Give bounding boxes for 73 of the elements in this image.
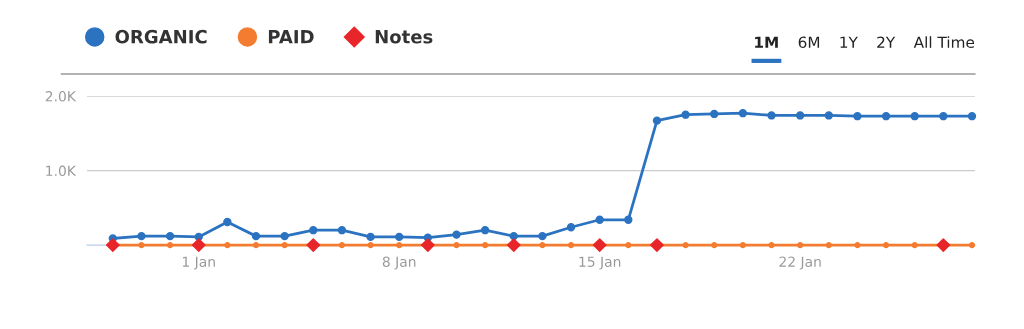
point	[481, 241, 489, 249]
text: 1M	[755, 36, 778, 48]
point	[625, 241, 632, 249]
point	[367, 241, 374, 249]
point	[738, 109, 748, 118]
x-tick-label: 22 Jan	[779, 256, 821, 270]
point	[853, 112, 862, 121]
point	[881, 112, 891, 121]
point	[566, 223, 576, 232]
point	[567, 241, 575, 249]
y-tick-label: 1.0K	[46, 165, 77, 177]
point	[710, 109, 719, 119]
point	[538, 231, 547, 241]
point	[825, 241, 832, 249]
point	[592, 238, 607, 253]
point	[936, 238, 951, 253]
x-tick-label: 8 Jan	[382, 256, 416, 270]
point	[166, 241, 174, 249]
x-tick-label: 1 Jan	[182, 256, 215, 270]
point	[795, 111, 805, 120]
point	[281, 241, 288, 249]
point	[280, 231, 289, 241]
x-tick-label: 15 Jan	[579, 256, 621, 270]
point	[967, 112, 977, 121]
point	[105, 238, 120, 253]
point	[910, 112, 919, 121]
point	[652, 116, 662, 125]
point	[251, 231, 261, 241]
point	[453, 241, 460, 249]
text: 2Y	[877, 36, 896, 48]
point	[968, 241, 976, 249]
point	[506, 238, 521, 253]
point	[681, 110, 690, 119]
point	[224, 241, 231, 249]
point	[165, 231, 175, 241]
point	[539, 241, 546, 249]
point	[366, 232, 375, 242]
point	[797, 241, 804, 249]
legend-label: ORGANIC	[115, 29, 207, 44]
y-tick-label: 2.0K	[45, 91, 77, 102]
legend-label: PAID	[268, 30, 314, 44]
point	[309, 226, 318, 235]
point	[767, 111, 776, 120]
point	[650, 238, 664, 253]
point	[711, 241, 718, 249]
point	[452, 230, 461, 239]
point	[252, 241, 260, 249]
point	[138, 241, 145, 249]
point	[882, 241, 890, 249]
point	[739, 241, 746, 249]
point	[682, 241, 689, 249]
point	[854, 241, 861, 249]
point	[137, 231, 146, 241]
point	[337, 226, 347, 235]
point	[624, 215, 633, 224]
text: 1Y	[840, 36, 858, 48]
point	[824, 111, 833, 120]
point	[306, 238, 321, 253]
point	[768, 241, 775, 249]
point	[395, 232, 404, 242]
legend-label: Notes	[375, 30, 433, 44]
text: All Time	[913, 36, 975, 49]
point	[223, 217, 232, 227]
point	[480, 226, 490, 235]
point	[338, 241, 346, 249]
point	[595, 215, 604, 224]
text: 6M	[798, 36, 820, 49]
point	[911, 241, 918, 249]
point	[509, 231, 518, 241]
point	[420, 238, 435, 253]
point	[191, 238, 206, 253]
point	[939, 112, 948, 121]
point	[396, 241, 403, 249]
